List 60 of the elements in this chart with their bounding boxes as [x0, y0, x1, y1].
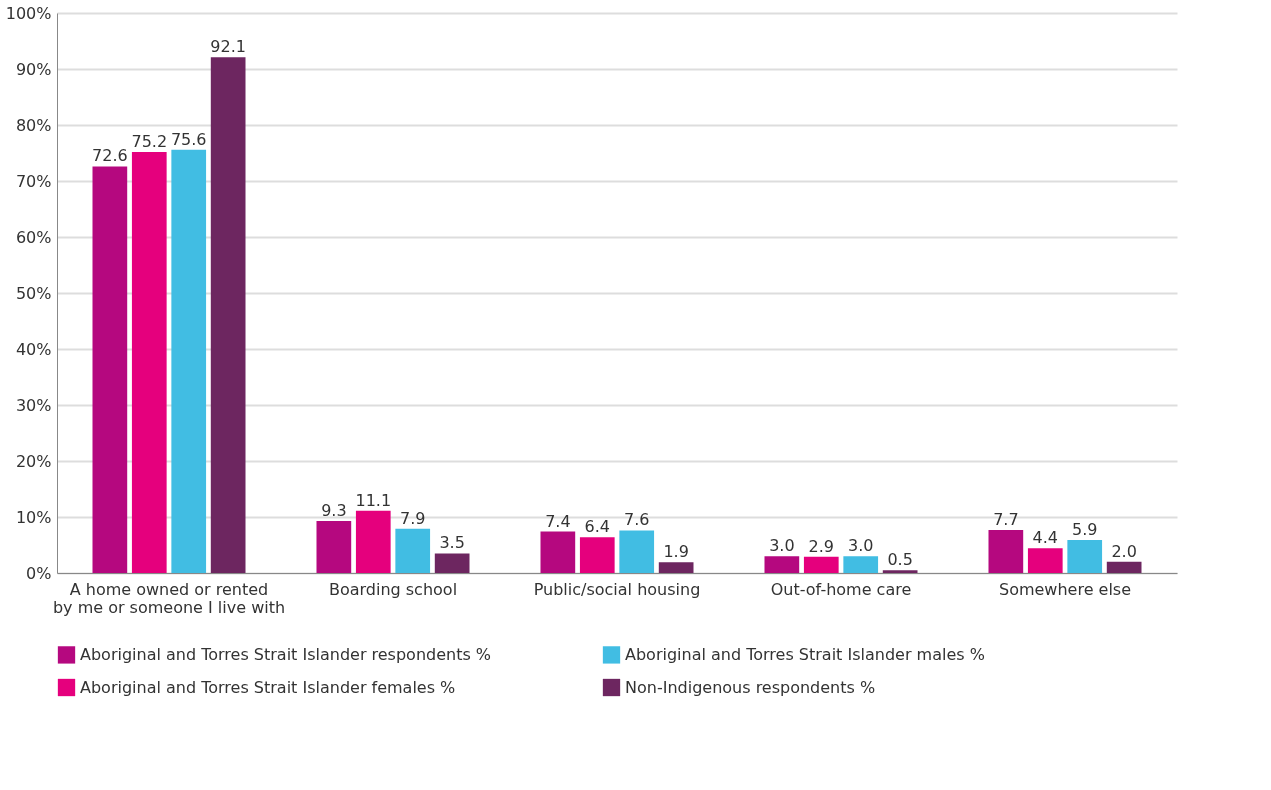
data-label: 2.0	[1111, 541, 1137, 561]
bar	[395, 528, 431, 573]
data-label: 3.5	[439, 533, 465, 553]
bar	[355, 510, 391, 573]
bar	[131, 151, 167, 573]
bar	[171, 149, 207, 573]
x-tick-label: Somewhere else	[998, 579, 1132, 599]
bar	[434, 553, 470, 573]
legend-label: Aboriginal and Torres Strait Islander respondents %	[80, 644, 492, 664]
y-tick-label: 100%	[5, 3, 52, 23]
bar	[988, 529, 1024, 573]
bar	[316, 520, 352, 573]
x-tick-label: Boarding school	[328, 579, 458, 599]
bar	[843, 556, 879, 573]
y-tick-label: 90%	[15, 59, 52, 79]
y-tick-label: 70%	[15, 171, 52, 191]
data-label: 72.6	[92, 146, 128, 166]
y-tick-label: 40%	[15, 339, 52, 359]
data-label: 3.0	[847, 536, 874, 556]
data-label: 7.4	[545, 511, 571, 531]
y-tick-label: 0%	[26, 563, 52, 583]
bar	[210, 57, 246, 573]
bar	[92, 166, 128, 573]
bar	[658, 562, 694, 573]
data-label: 0.5	[887, 550, 913, 570]
data-label: 7.7	[993, 509, 1019, 529]
data-label: 7.6	[623, 510, 650, 530]
data-label: 2.9	[808, 536, 835, 556]
y-tick-label: 60%	[15, 227, 52, 247]
data-label: 11.1	[355, 490, 392, 510]
bar	[803, 556, 839, 573]
y-tick-label: 20%	[15, 451, 52, 471]
bar	[579, 537, 615, 573]
data-label: 75.2	[131, 131, 168, 151]
legend-label: Aboriginal and Torres Strait Islander males %	[625, 644, 985, 664]
data-label: 1.9	[663, 542, 689, 562]
x-tick-label: A home owned or rented by me or someone I live with	[52, 579, 286, 617]
data-label: 6.4	[584, 517, 611, 537]
bar	[619, 530, 655, 573]
bar	[1027, 548, 1063, 573]
y-tick-label: 30%	[15, 395, 52, 415]
bar	[540, 531, 576, 573]
legend-label: Non-Indigenous respondents %	[625, 677, 876, 697]
bar	[764, 556, 800, 573]
y-tick-label: 10%	[15, 507, 52, 527]
data-label: 9.3	[321, 500, 347, 520]
bar	[882, 570, 918, 573]
legend-label: Aboriginal and Torres Strait Islander females %	[80, 677, 456, 697]
y-tick-label: 50%	[15, 283, 52, 303]
data-label: 5.9	[1071, 519, 1098, 539]
data-label: 4.4	[1032, 528, 1059, 548]
data-label: 75.6	[170, 129, 207, 149]
data-label: 7.9	[399, 508, 426, 528]
x-tick-label: Out-of-home care	[770, 579, 912, 599]
bar	[1106, 561, 1142, 573]
y-tick-label: 80%	[15, 115, 52, 135]
bar	[1067, 539, 1103, 573]
x-tick-label: Public/social housing	[533, 579, 701, 599]
data-label: 3.0	[769, 536, 795, 556]
data-label: 92.1	[210, 37, 246, 57]
